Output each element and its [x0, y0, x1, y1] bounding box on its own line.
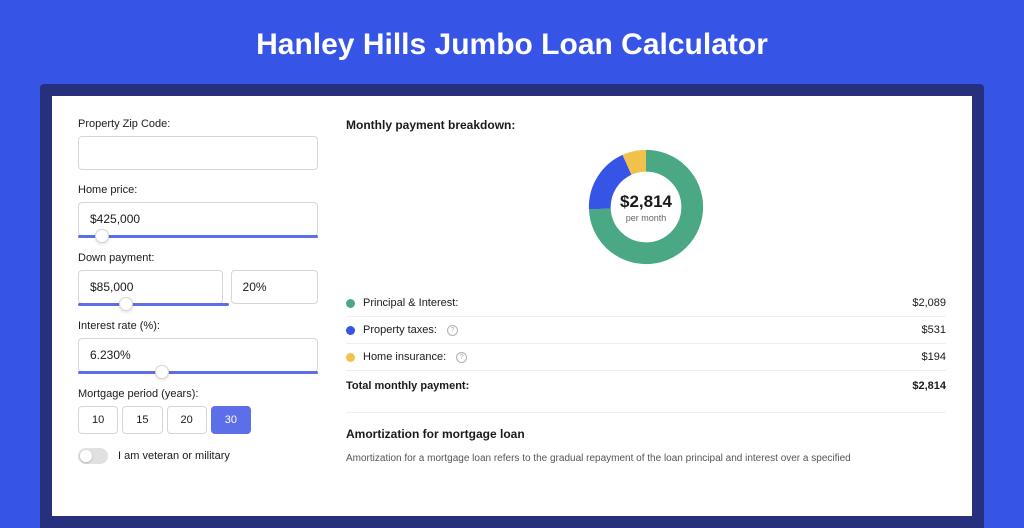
form-column: Property Zip Code: Home price: Down paym… [78, 118, 318, 494]
page-title: Hanley Hills Jumbo Loan Calculator [0, 0, 1024, 84]
legend-row-insurance: Home insurance: ? $194 [346, 344, 946, 371]
breakdown-column: Monthly payment breakdown: $2,814 per mo… [346, 118, 946, 494]
home-price-field-group: Home price: [78, 184, 318, 238]
donut-container: $2,814 per month [346, 146, 946, 268]
down-payment-field-group: Down payment: [78, 252, 318, 306]
down-payment-input[interactable] [78, 270, 223, 304]
donut-chart: $2,814 per month [585, 146, 707, 268]
legend-dot-principal [346, 299, 355, 308]
veteran-toggle-row: I am veteran or military [78, 448, 318, 464]
down-payment-slider-thumb[interactable] [119, 297, 133, 311]
legend-label-taxes: Property taxes: [363, 324, 437, 336]
interest-rate-label: Interest rate (%): [78, 320, 318, 332]
legend-label-principal: Principal & Interest: [363, 297, 458, 309]
interest-rate-field-group: Interest rate (%): [78, 320, 318, 374]
interest-rate-slider[interactable] [78, 371, 318, 374]
zip-input[interactable] [78, 136, 318, 170]
info-icon[interactable]: ? [456, 352, 467, 363]
period-btn-15[interactable]: 15 [122, 406, 162, 434]
total-value: $2,814 [912, 380, 946, 392]
down-payment-percent-input[interactable] [231, 270, 318, 304]
breakdown-heading: Monthly payment breakdown: [346, 118, 946, 132]
total-label: Total monthly payment: [346, 380, 469, 392]
period-btn-10[interactable]: 10 [78, 406, 118, 434]
down-payment-label: Down payment: [78, 252, 318, 264]
legend-value-taxes: $531 [922, 324, 946, 336]
down-payment-slider[interactable] [78, 303, 229, 306]
interest-rate-input[interactable] [78, 338, 318, 372]
interest-rate-slider-thumb[interactable] [155, 365, 169, 379]
period-btn-30[interactable]: 30 [211, 406, 251, 434]
total-row: Total monthly payment: $2,814 [346, 371, 946, 408]
info-icon[interactable]: ? [447, 325, 458, 336]
veteran-toggle[interactable] [78, 448, 108, 464]
section-divider [346, 412, 946, 413]
home-price-input[interactable] [78, 202, 318, 236]
home-price-slider[interactable] [78, 235, 318, 238]
period-btn-20[interactable]: 20 [167, 406, 207, 434]
amortization-heading: Amortization for mortgage loan [346, 427, 946, 441]
home-price-slider-thumb[interactable] [95, 229, 109, 243]
legend-value-insurance: $194 [922, 351, 946, 363]
home-price-label: Home price: [78, 184, 318, 196]
mortgage-period-options: 10 15 20 30 [78, 406, 318, 434]
veteran-toggle-knob [80, 450, 92, 462]
mortgage-period-label: Mortgage period (years): [78, 388, 318, 400]
legend-label-insurance: Home insurance: [363, 351, 446, 363]
legend-row-principal: Principal & Interest: $2,089 [346, 290, 946, 317]
legend-value-principal: $2,089 [912, 297, 946, 309]
legend-dot-insurance [346, 353, 355, 362]
card-outer-shadow: Property Zip Code: Home price: Down paym… [40, 84, 984, 528]
veteran-toggle-label: I am veteran or military [118, 450, 230, 462]
donut-sub-label: per month [626, 213, 667, 223]
donut-amount: $2,814 [620, 192, 672, 212]
calculator-card: Property Zip Code: Home price: Down paym… [52, 96, 972, 516]
amortization-text: Amortization for a mortgage loan refers … [346, 451, 946, 466]
legend-dot-taxes [346, 326, 355, 335]
donut-center: $2,814 per month [585, 146, 707, 268]
zip-label: Property Zip Code: [78, 118, 318, 130]
legend-row-taxes: Property taxes: ? $531 [346, 317, 946, 344]
zip-field-group: Property Zip Code: [78, 118, 318, 170]
mortgage-period-field-group: Mortgage period (years): 10 15 20 30 [78, 388, 318, 434]
